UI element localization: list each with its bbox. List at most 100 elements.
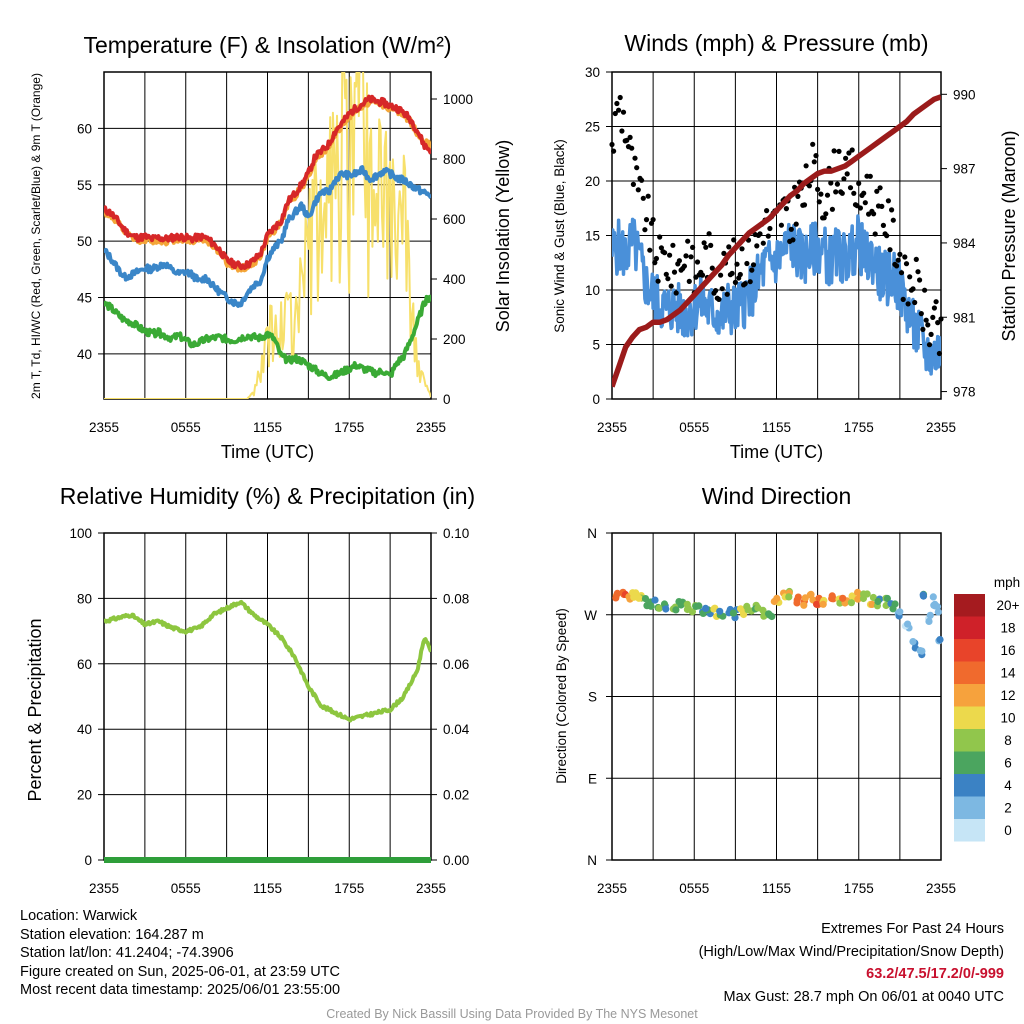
direction-point [909,638,917,646]
gust-point [938,316,944,322]
gust-point [617,94,623,101]
y2-tick-label: 0.00 [443,853,469,868]
chart-title: Wind Direction [702,483,852,509]
x-tick-label: 1755 [334,881,364,896]
direction-point [641,595,650,603]
gust-point [676,258,683,264]
y-tick-label: 55 [77,178,92,193]
y-tick-label: 25 [585,120,600,135]
gust-point [726,244,732,250]
gust-point [815,186,821,192]
y-tick-label: 0 [84,853,92,868]
direction-point [936,636,944,644]
direction-point [828,592,836,600]
latlon-text: Station lat/lon: 41.2404; -74.3906 [20,945,234,961]
gust-point [760,240,766,246]
y-tick-label: 40 [77,347,92,362]
direction-point [919,591,927,599]
direction-point [683,600,691,608]
y-tick-label: 20 [77,788,92,803]
x-tick-label: 0555 [679,881,709,896]
chart-title: Winds (mph) & Pressure (mb) [624,30,928,56]
gust-point [708,242,714,248]
gust-point [811,159,817,165]
direction-point [635,594,643,602]
y-tick-label: 40 [77,722,92,737]
legend-label: 16 [1000,643,1015,658]
legend-swatch [954,639,985,662]
y2-tick-label: 990 [953,87,976,102]
direction-point [695,602,703,610]
direction-point [729,609,738,617]
direction-point [929,593,937,601]
x-tick-label: 1755 [844,420,874,435]
gust-point [902,254,908,260]
direction-point [651,596,659,604]
gust-point [681,263,688,269]
gust-point [767,225,773,232]
gust-point [846,150,852,156]
gust-point [640,195,646,201]
gust-point [806,183,813,189]
gust-point [694,259,701,265]
gust-point [856,180,862,186]
gust-point [750,262,757,268]
legend-swatch [954,774,985,797]
x-tick-label: 2355 [416,881,446,896]
direction-point [868,600,876,609]
gust-point [823,211,829,217]
gust-point [701,240,707,246]
gust-point [616,107,622,113]
gust-point [629,145,635,151]
panel-temperature: 2355 0555 1155 1755 235540455055600200400600… [29,32,513,462]
series-line-hi-wc [104,165,431,308]
direction-point [854,588,862,597]
gust-point [841,176,847,182]
gust-point [833,189,839,195]
series-line-sonic-wind [612,214,941,376]
x-tick-label: 1755 [334,420,364,435]
series-line-station-pressure [612,94,941,388]
gust-point [721,250,727,256]
gust-point [611,148,617,154]
gust-point [793,221,799,227]
chart-title: Relative Humidity (%) & Precipitation (i… [60,483,475,509]
x-tick-label: 2355 [926,420,956,435]
direction-point [773,594,781,603]
direction-point [702,604,710,613]
y2-tick-label: 0.04 [443,722,470,737]
gust-point [643,217,650,223]
gust-point [877,185,883,191]
legend-label: 2 [1004,801,1012,816]
gust-point [912,299,918,306]
gust-point [612,110,618,117]
gust-point [915,269,921,275]
direction-point [716,607,724,615]
gust-point [923,317,929,323]
direction-point [632,589,640,597]
direction-point [904,620,912,628]
x-tick-label: 2355 [89,881,119,896]
y-tick-label: 50 [77,234,92,249]
direction-point [677,601,685,609]
gust-point [673,290,679,296]
direction-point [807,590,815,599]
gust-point [890,217,896,223]
legend-label: 14 [1000,666,1016,681]
direction-point [740,610,748,619]
gust-point [884,233,890,239]
direction-point [896,608,904,616]
gust-point [824,192,831,198]
legend-label: 4 [1004,778,1012,793]
gust-point [849,147,855,153]
x-tick-label: 2355 [89,420,119,435]
legend-swatch [954,594,985,617]
y2-tick-label: 1000 [443,92,473,107]
gust-point [764,208,770,214]
legend-swatch [954,684,985,707]
gust-point [821,215,827,221]
y-tick-label: 60 [77,121,92,136]
gust-point [839,190,845,196]
y2-axis-label: Solar Insolation (Yellow) [493,140,513,332]
